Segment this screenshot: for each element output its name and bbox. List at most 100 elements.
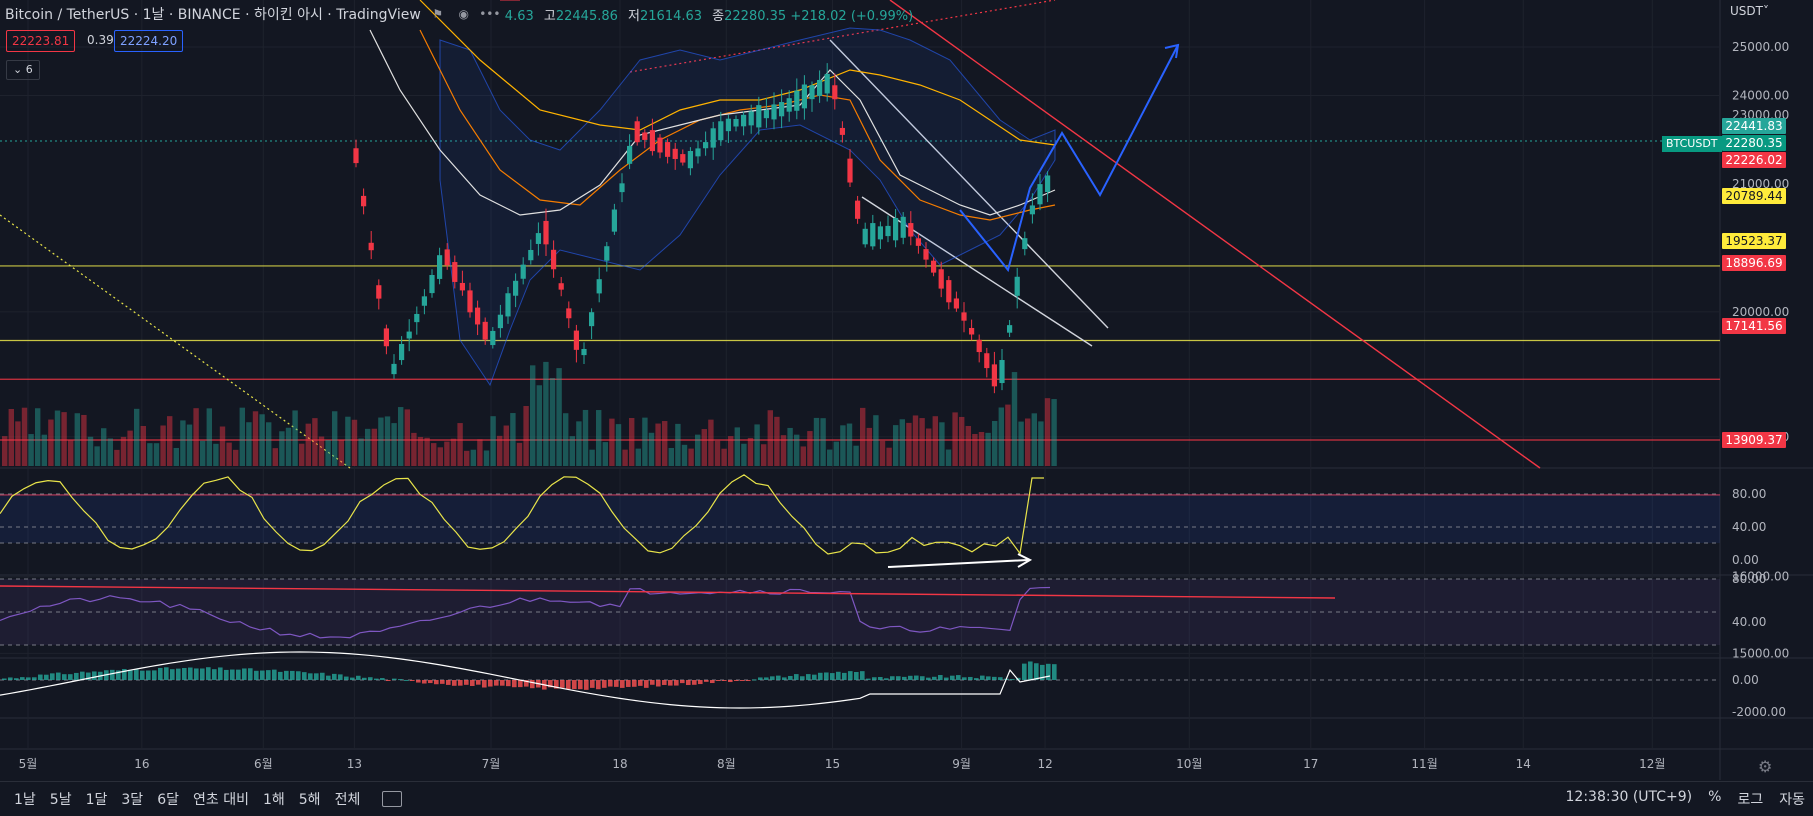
- bollinger-band: [439, 27, 1056, 387]
- x-tick-label: 7월: [482, 757, 501, 771]
- candle-body: [573, 330, 579, 350]
- volume-bar: [266, 422, 272, 466]
- range-button[interactable]: 3달: [121, 792, 144, 808]
- volume-bar: [28, 434, 34, 466]
- calendar-icon[interactable]: [382, 791, 403, 807]
- volume-bar: [787, 427, 793, 466]
- volume-bar: [695, 434, 701, 466]
- symbol-title[interactable]: Bitcoin / TetherUS · 1날 · BINANCE · 하이킨 …: [5, 7, 421, 23]
- macd-histogram-bar: [980, 675, 985, 680]
- volume-bar: [912, 415, 919, 466]
- price-tag-label: 17141.56: [1725, 319, 1782, 333]
- macd-histogram-bar: [146, 670, 151, 680]
- macd-histogram-bar: [806, 674, 811, 680]
- macd-histogram-bar: [884, 678, 889, 680]
- price-tag-label: 20789.44: [1725, 189, 1782, 203]
- range-button[interactable]: 5날: [49, 792, 72, 808]
- stoch-tick-label: 80.00: [1732, 487, 1766, 501]
- volume-bar: [233, 449, 239, 466]
- range-button[interactable]: 연초 대비: [192, 792, 249, 808]
- macd-histogram-bar: [362, 677, 367, 680]
- candle-body: [718, 121, 724, 141]
- volume-bar: [543, 361, 549, 466]
- candle-body: [763, 110, 769, 119]
- x-tick-label: 10월: [1176, 757, 1202, 771]
- macd-histogram-bar: [236, 669, 241, 680]
- high-value: 22445.86: [555, 8, 618, 24]
- macd-histogram-bar: [764, 677, 769, 680]
- x-tick-label: 14: [1516, 757, 1531, 771]
- macd-histogram-bar: [728, 680, 733, 683]
- clock[interactable]: 12:38:30 (UTC+9): [1565, 789, 1693, 805]
- candle-body: [946, 280, 952, 303]
- volume-bar: [101, 428, 107, 466]
- macd-histogram-bar: [344, 676, 349, 680]
- macd-histogram-bar: [434, 680, 439, 685]
- flag-icon[interactable]: ⚑: [432, 7, 444, 21]
- candle-body: [703, 142, 709, 149]
- macd-histogram-bar: [782, 677, 787, 680]
- macd-histogram-bar: [704, 680, 709, 682]
- volume-bar: [1005, 404, 1011, 466]
- log-button[interactable]: 로그: [1737, 792, 1764, 808]
- candle-body: [611, 209, 617, 232]
- auto-button[interactable]: 자동: [1779, 792, 1805, 808]
- indicator-toggle-button[interactable]: ⌄ 6: [6, 60, 40, 80]
- candle-body: [1007, 325, 1013, 333]
- gear-icon[interactable]: ⚙: [1758, 757, 1773, 776]
- range-button[interactable]: 전체: [334, 792, 361, 808]
- volume-bar: [800, 446, 806, 466]
- candle-body: [452, 262, 458, 282]
- volume-bar: [107, 438, 113, 466]
- macd-histogram-bar: [110, 669, 115, 680]
- low-label: 저: [628, 8, 640, 24]
- volume-bar: [873, 415, 879, 466]
- range-button[interactable]: 6달: [157, 792, 179, 808]
- volume-bar: [351, 419, 358, 466]
- candle-body: [665, 142, 671, 157]
- buy-price-button[interactable]: 22224.20: [114, 30, 184, 52]
- volume-bar: [596, 410, 602, 466]
- eye-icon[interactable]: ◉: [458, 7, 470, 21]
- y-tick-label: 16000.00: [1732, 570, 1789, 584]
- divergence-arrow: [887, 559, 1029, 568]
- volume-bar: [926, 428, 932, 466]
- volume-bar: [846, 423, 853, 466]
- macd-tick-label: -2000.00: [1732, 705, 1786, 719]
- macd-histogram-bar: [788, 675, 793, 680]
- macd-histogram-bar: [602, 680, 607, 688]
- macd-histogram-bar: [194, 668, 199, 680]
- more-icon[interactable]: •••: [479, 7, 501, 21]
- macd-histogram-bar: [896, 676, 901, 680]
- macd-histogram-bar: [206, 667, 211, 680]
- macd-histogram-bar: [38, 674, 43, 680]
- range-button[interactable]: 5해: [298, 792, 321, 808]
- macd-histogram-bar: [464, 680, 469, 685]
- candle-body: [482, 321, 488, 340]
- sell-price-button[interactable]: 22223.81: [6, 30, 76, 52]
- candle-body: [368, 242, 374, 251]
- range-button[interactable]: 1날: [14, 792, 36, 808]
- x-tick-label: 12월: [1639, 757, 1665, 771]
- macd-histogram-bar: [284, 670, 289, 680]
- macd-histogram-bar: [722, 680, 727, 681]
- candle-body: [687, 150, 693, 169]
- currency-selector[interactable]: USDT˅: [1730, 4, 1769, 18]
- macd-histogram-bar: [140, 670, 145, 680]
- candle-body: [566, 308, 572, 319]
- candle-body: [535, 233, 541, 244]
- volume-bar: [714, 440, 721, 466]
- volume-bar: [563, 413, 569, 466]
- volume-bar: [312, 418, 318, 466]
- macd-histogram-bar: [596, 680, 601, 690]
- volume-bar: [939, 422, 945, 466]
- rsi-tick-label: 40.00: [1732, 615, 1766, 629]
- percent-button[interactable]: %: [1708, 789, 1722, 805]
- macd-histogram-bar: [620, 680, 625, 688]
- candle-body: [429, 275, 435, 294]
- macd-histogram-bar: [548, 680, 553, 688]
- range-button[interactable]: 1달: [85, 792, 108, 808]
- volume-bar: [167, 416, 173, 466]
- range-button[interactable]: 1해: [262, 792, 285, 808]
